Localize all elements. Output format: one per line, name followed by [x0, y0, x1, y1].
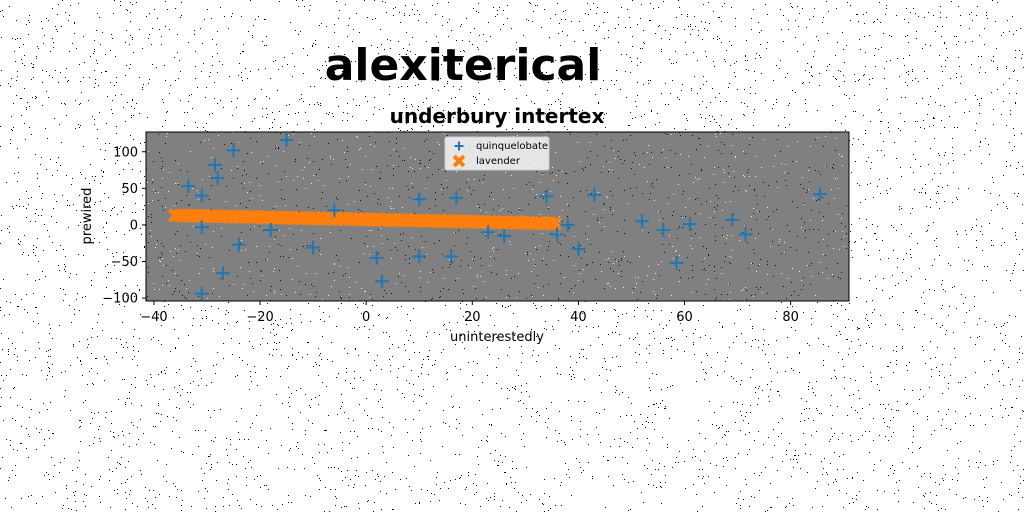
data-point-quinquelobate	[550, 227, 565, 242]
data-point-quinquelobate	[449, 190, 464, 205]
legend-label-lavender: lavender	[476, 156, 521, 167]
legend-label-quinquelobate: quinquelobate	[476, 141, 548, 152]
data-point-quinquelobate	[587, 187, 602, 202]
data-point-quinquelobate	[738, 227, 753, 242]
data-point-quinquelobate	[539, 189, 554, 204]
x-tick-label: 80	[782, 310, 799, 325]
data-point-quinquelobate	[194, 188, 209, 203]
plot-frame	[145, 131, 850, 302]
x-tick-label: 40	[570, 310, 587, 325]
data-point-quinquelobate	[497, 228, 512, 243]
data-point-quinquelobate	[226, 143, 241, 158]
x-tick-label: −40	[140, 310, 167, 325]
data-point-quinquelobate	[571, 242, 586, 257]
x-axis-label: uninterestedly	[450, 330, 544, 345]
x-tick-label: 20	[464, 310, 481, 325]
data-point-quinquelobate	[725, 212, 740, 227]
y-tick-label: −50	[111, 255, 138, 270]
legend-box	[444, 136, 550, 171]
legend-x-marker	[452, 154, 466, 168]
legend-marker-quinquelobate	[454, 141, 464, 151]
data-point-quinquelobate	[181, 179, 196, 194]
data-point-quinquelobate	[412, 249, 427, 264]
data-point-quinquelobate	[375, 274, 390, 289]
legend: quinquelobate lavender	[444, 136, 550, 171]
data-point-quinquelobate	[444, 249, 459, 264]
data-point-quinquelobate	[812, 187, 827, 202]
data-point-quinquelobate	[669, 255, 684, 270]
x-axis: −40 −20 0 20 40 60 80	[140, 301, 799, 325]
data-point-quinquelobate	[327, 203, 342, 218]
data-point-quinquelobate	[656, 223, 671, 238]
data-point-quinquelobate	[263, 223, 278, 238]
data-point-quinquelobate	[412, 192, 427, 207]
data-point-quinquelobate	[231, 237, 246, 252]
data-point-quinquelobate	[682, 217, 697, 232]
chart-title: underbury intertex	[390, 104, 605, 128]
data-point-quinquelobate	[279, 133, 294, 148]
y-tick-label: −100	[102, 292, 138, 307]
data-point-quinquelobate	[560, 217, 575, 232]
data-point-quinquelobate	[481, 225, 496, 240]
legend-plus-marker	[454, 141, 464, 151]
data-point-quinquelobate	[194, 286, 209, 301]
data-point-quinquelobate	[207, 157, 222, 172]
y-tick-label: 0	[130, 218, 138, 233]
data-point-quinquelobate	[194, 220, 209, 235]
figure-suptitle: alexiterical	[325, 40, 602, 91]
x-tick-label: −20	[246, 310, 273, 325]
data-point-lavender	[547, 216, 562, 231]
data-point-quinquelobate	[210, 171, 225, 186]
data-point-quinquelobate	[215, 266, 230, 281]
data-point-quinquelobate	[306, 240, 321, 255]
y-tick-label: 50	[121, 182, 138, 197]
y-axis: −100 −50 0 50 100	[102, 145, 146, 307]
legend-marker-lavender	[452, 154, 466, 168]
y-tick-label: 100	[113, 145, 138, 160]
data-point-quinquelobate	[369, 250, 384, 265]
y-axis-label: prewired	[80, 188, 95, 245]
x-tick-label: 60	[676, 310, 693, 325]
x-tick-label: 0	[362, 310, 370, 325]
data-point-quinquelobate	[635, 214, 650, 229]
series-layer	[167, 133, 827, 301]
